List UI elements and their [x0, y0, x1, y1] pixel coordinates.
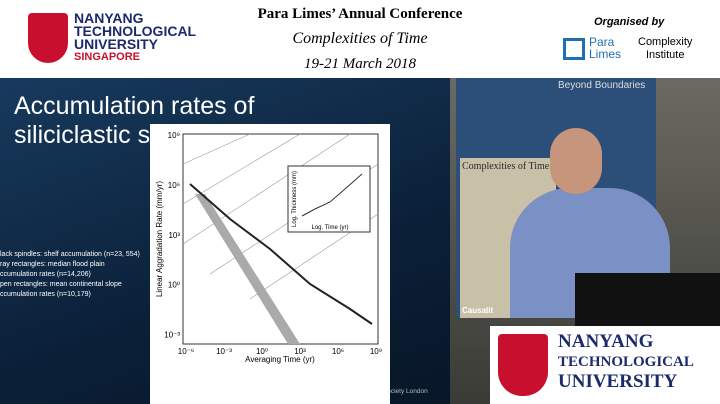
tick-label: 10⁻⁶ [178, 347, 194, 356]
poster-cut: Causalit [462, 306, 494, 315]
poster-title: Complexities of Time [462, 161, 550, 172]
figure: Linear Aggradation Rate (mm/yr) Averagin… [150, 124, 390, 404]
tick-label: 10⁰ [168, 281, 180, 290]
event: Para Limes’ Annual Conference [257, 6, 463, 22]
y-label: Linear Aggradation Rate (mm/yr) [155, 181, 164, 297]
org-line: Institute [645, 49, 685, 61]
para-limes-mark [563, 38, 585, 60]
podium-line: UNIVERSITY [558, 371, 678, 392]
logo-crest [28, 13, 68, 63]
tick-label: 10⁻³ [216, 347, 232, 356]
speaker-head [550, 128, 602, 194]
inset-trend [301, 173, 363, 217]
logo-line: TECHNOLOGICAL [74, 23, 197, 39]
banner-text: Beyond Boundaries [558, 80, 646, 91]
inset-y-label: Log. Thickness (mm) [292, 171, 298, 227]
legend-line: ray rectangles: median flood plain [0, 261, 105, 268]
logo-text: NANYANG TECHNOLOGICAL UNIVERSITY SINGAPO… [74, 10, 197, 64]
para-limes: Para Limes [589, 36, 621, 60]
tick-label: 10⁶ [332, 347, 344, 356]
logo-line: UNIVERSITY [74, 36, 159, 52]
tick-label: 10⁹ [168, 131, 180, 140]
legend: lack spindles: shelf accumulation (n=23,… [0, 250, 150, 300]
org-line: Complexity [638, 36, 693, 48]
podium-crest [498, 334, 548, 396]
inset [287, 165, 371, 233]
legend-line: lack spindles: shelf accumulation (n=23,… [0, 251, 140, 258]
grey-band [195, 194, 300, 344]
legend-line: ccumulation rates (n=10,179) [0, 291, 91, 298]
logo-line: NANYANG [74, 10, 144, 26]
x-label: Averaging Time (yr) [245, 355, 315, 364]
logo-line: SINGAPORE [74, 51, 141, 63]
dates: 19-21 March 2018 [304, 56, 416, 72]
complexity-institute: Complexity Institute [638, 36, 692, 62]
header: NANYANG TECHNOLOGICAL UNIVERSITY SINGAPO… [0, 0, 720, 78]
tick-label: 10⁶ [168, 181, 180, 190]
legend-line: pen rectangles: mean continental slope [0, 281, 122, 288]
plot-frame [182, 133, 379, 345]
tick-label: 10³ [294, 347, 306, 356]
tick-label: 10³ [168, 231, 180, 240]
conference-title: Complexities of Time [292, 30, 428, 47]
room: Beyond Boundaries Complexities of Time C… [450, 78, 720, 404]
organised-by: Organised by [594, 16, 665, 28]
podium-line: TECHNOLOGICAL [558, 354, 694, 370]
tick-label: 10⁰ [256, 347, 268, 356]
podium-line: NANYANG [558, 331, 654, 352]
monitor [575, 273, 720, 333]
org-line: Para [589, 35, 615, 49]
inset-x-label: Log. Time (yr) [311, 225, 348, 231]
tick-label: 10⁹ [370, 347, 382, 356]
spindle-trend [189, 183, 373, 325]
org-line: Limes [589, 47, 622, 61]
legend-line: ccumulation rates (n=14,206) [0, 271, 91, 278]
podium-text: NANYANG TECHNOLOGICAL UNIVERSITY [558, 332, 694, 392]
tick-label: 10⁻³ [164, 331, 180, 340]
